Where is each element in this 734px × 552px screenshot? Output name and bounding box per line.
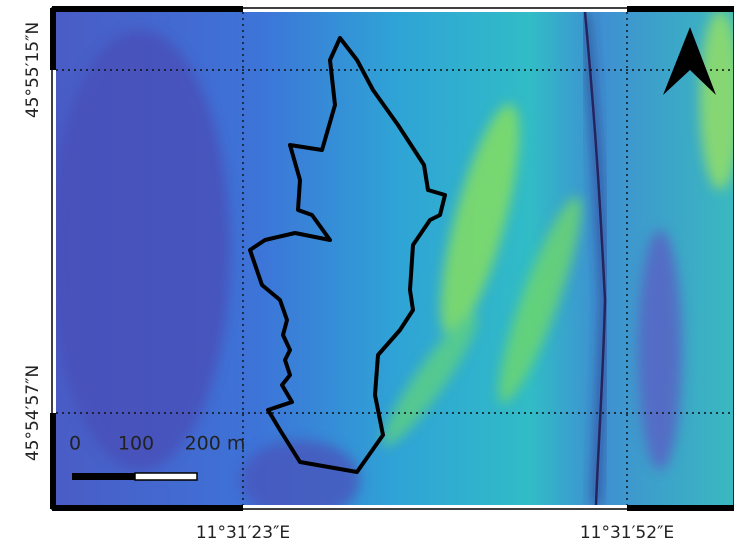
longitude-label: 11°31′52″E <box>580 523 674 543</box>
latitude-label: 45°54′57″N <box>23 365 43 461</box>
scale-bar <box>72 473 197 480</box>
longitude-label: 11°31′23″E <box>196 523 290 543</box>
scale-label: 100 <box>118 433 154 455</box>
map: 0 100 200 m 11°31′23″E 11°31′52″E 45°55′… <box>0 0 734 548</box>
scale-label: 200 m <box>185 433 246 455</box>
scale-label: 0 <box>69 433 81 455</box>
latitude-label: 45°55′15″N <box>23 22 43 118</box>
